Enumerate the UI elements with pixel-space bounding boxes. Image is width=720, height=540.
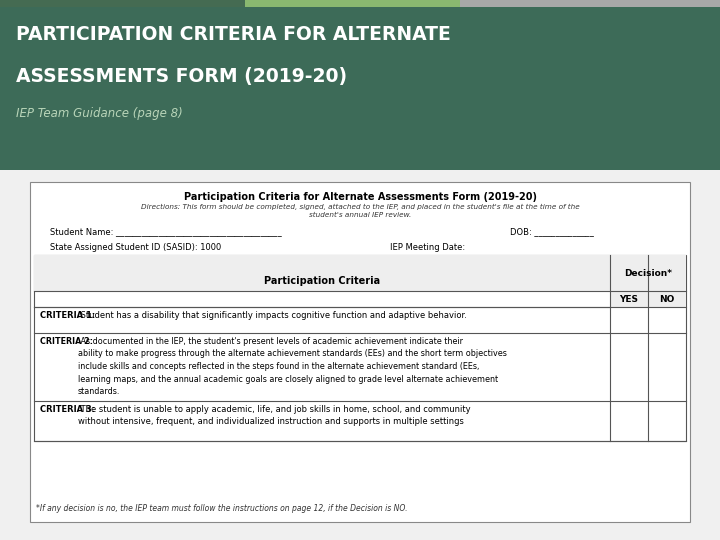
Bar xyxy=(30,182,690,522)
Text: Decision*: Decision* xyxy=(624,268,672,278)
Bar xyxy=(34,255,686,291)
Bar xyxy=(610,291,686,307)
Bar xyxy=(0,7,720,170)
Text: CRITERIA 3:: CRITERIA 3: xyxy=(40,405,95,414)
Text: *If any decision is no, the IEP team must follow the instructions on page 12, if: *If any decision is no, the IEP team mus… xyxy=(36,504,408,513)
Text: Participation Criteria for Alternate Assessments Form (2019-20): Participation Criteria for Alternate Ass… xyxy=(184,192,536,202)
Text: PARTICIPATION CRITERIA FOR ALTERNATE: PARTICIPATION CRITERIA FOR ALTERNATE xyxy=(16,25,451,44)
Bar xyxy=(0,0,245,7)
Text: CRITERIA 2:: CRITERIA 2: xyxy=(40,337,93,346)
Text: Student has a disability that significantly impacts cognitive function and adapt: Student has a disability that significan… xyxy=(78,311,467,320)
Text: Directions: This form should be completed, signed, attached to the IEP, and plac: Directions: This form should be complete… xyxy=(140,204,580,210)
Text: YES: YES xyxy=(619,294,639,303)
Text: Student Name: _______________________________________: Student Name: __________________________… xyxy=(50,227,282,236)
Text: student's annual IEP review.: student's annual IEP review. xyxy=(309,212,411,218)
Text: Participation Criteria: Participation Criteria xyxy=(264,276,380,286)
Text: As documented in the IEP, the student's present levels of academic achievement i: As documented in the IEP, the student's … xyxy=(78,337,507,396)
Bar xyxy=(245,0,460,7)
Bar xyxy=(460,0,720,7)
Text: NO: NO xyxy=(660,294,675,303)
Text: ASSESSMENTS FORM (2019-20): ASSESSMENTS FORM (2019-20) xyxy=(16,67,347,86)
Text: The student is unable to apply academic, life, and job skills in home, school, a: The student is unable to apply academic,… xyxy=(78,405,471,427)
Text: IEP Meeting Date:: IEP Meeting Date: xyxy=(390,243,465,252)
Text: State Assigned Student ID (SASID): 1000: State Assigned Student ID (SASID): 1000 xyxy=(50,243,221,252)
Text: DOB: ______________: DOB: ______________ xyxy=(510,227,594,236)
Text: IEP Team Guidance (page 8): IEP Team Guidance (page 8) xyxy=(16,107,183,120)
Bar xyxy=(34,255,686,441)
Text: CRITERIA 1:: CRITERIA 1: xyxy=(40,311,95,320)
